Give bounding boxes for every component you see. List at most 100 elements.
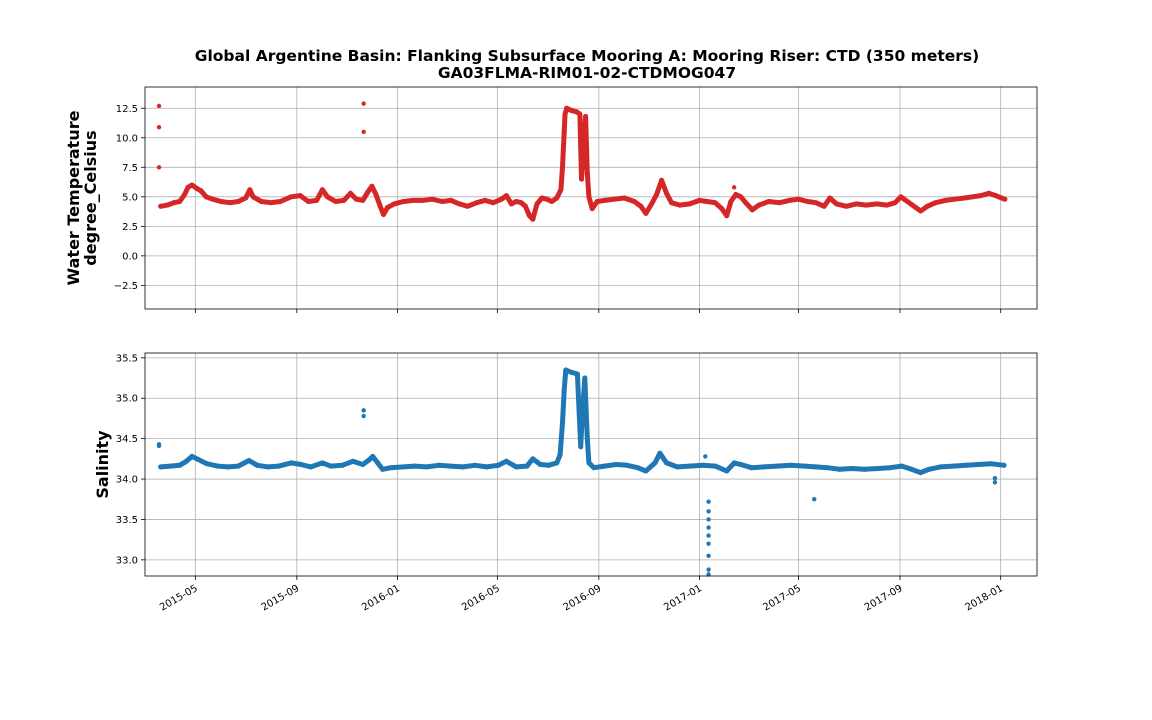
- salinity-data-point: [436, 462, 442, 468]
- salinity-data-point: [563, 367, 569, 373]
- temperature-data-point: [589, 206, 595, 212]
- temperature-data-point: [474, 200, 480, 206]
- temperature-data-point: [305, 199, 311, 205]
- temperature-ytick-label: 7.5: [122, 163, 138, 174]
- temperature-data-point: [743, 200, 749, 206]
- temperature-data-point: [993, 193, 999, 199]
- temperature-data-point: [268, 200, 274, 206]
- temperature-data-point: [951, 196, 957, 202]
- salinity-outlier-point: [706, 509, 711, 514]
- temperature-outlier-point: [361, 101, 366, 106]
- temperature-data-point: [924, 203, 930, 209]
- salinity-data-point: [963, 462, 969, 468]
- temperature-data-point: [324, 194, 330, 200]
- temperature-data-point: [766, 199, 772, 205]
- salinity-data-point: [862, 466, 868, 472]
- temperature-data-point: [360, 197, 366, 203]
- salinity-data-point: [899, 463, 905, 469]
- temperature-data-point: [911, 203, 917, 209]
- temperature-outlier-point: [731, 185, 737, 190]
- salinity-data-point: [584, 436, 590, 442]
- salinity-data-point: [1001, 462, 1007, 468]
- temperature-data-point: [158, 203, 164, 209]
- salinity-outlier-point: [156, 443, 162, 449]
- temperature-data-point: [612, 196, 618, 202]
- xtick-label: 2016-09: [562, 583, 604, 613]
- salinity-data-point: [975, 462, 981, 467]
- temperature-data-point: [577, 111, 583, 117]
- temperature-data-point: [796, 196, 802, 202]
- salinity-data-point: [613, 462, 619, 467]
- temperature-panel: −2.5 0.0 2.5 5.0 7.5 10.0 12.5 Water Temperatur…: [64, 86, 1038, 313]
- salinity-data-point: [624, 462, 630, 468]
- temperature-data-point: [198, 188, 204, 194]
- salinity-outlier-point: [706, 567, 711, 572]
- xtick-label: 2015-05: [158, 583, 200, 613]
- xtick-label: 2018-01: [963, 583, 1005, 613]
- salinity-data-point: [674, 464, 680, 470]
- salinity-data-point: [801, 463, 807, 469]
- temperature-data-point: [508, 201, 514, 207]
- salinity-data-point: [875, 466, 881, 472]
- temperature-data-point: [580, 147, 586, 153]
- temperature-data-point: [569, 108, 575, 114]
- chart-title-line1: Global Argentine Basin: Flanking Subsurf…: [194, 47, 980, 65]
- temperature-data-point: [719, 206, 725, 212]
- temperature-axes-frame: [144, 86, 1038, 310]
- temperature-data-point: [813, 200, 819, 206]
- salinity-data-point: [530, 456, 536, 462]
- salinity-data-point: [951, 463, 957, 469]
- salinity-data-point: [537, 462, 543, 467]
- temperature-data-point: [420, 197, 426, 203]
- salinity-data-point: [472, 462, 478, 468]
- salinity-outlier-point: [706, 572, 711, 577]
- temperature-data-point: [171, 200, 177, 206]
- temperature-data-point: [227, 200, 233, 206]
- temperature-data-point: [243, 195, 249, 201]
- xtick-label: 2016-05: [460, 583, 502, 613]
- temperature-data-point: [843, 203, 849, 209]
- salinity-data-point: [513, 464, 519, 470]
- temperature-data-point: [341, 197, 347, 203]
- temperature-data-point: [668, 200, 674, 206]
- temperature-data-point: [562, 111, 568, 117]
- temperature-data-point: [733, 191, 739, 197]
- salinity-data-point: [788, 462, 794, 468]
- temperature-data-point: [482, 197, 488, 203]
- temperature-data-point: [1002, 196, 1008, 202]
- temperature-data-point: [391, 201, 397, 207]
- salinity-outlier-point: [706, 533, 711, 538]
- salinity-outlier-point: [361, 408, 366, 413]
- temperature-data-point: [513, 199, 519, 205]
- salinity-outlier-point: [706, 525, 711, 530]
- salinity-ylabel-line: Salinity: [93, 430, 112, 499]
- salinity-ytick-label: 33.5: [116, 515, 138, 526]
- salinity-data-point: [643, 468, 649, 474]
- temperature-data-point: [365, 189, 371, 195]
- salinity-ytick-label: 34.0: [116, 475, 138, 486]
- salinity-data-point: [837, 466, 843, 472]
- temperature-data-point: [638, 203, 644, 209]
- salinity-outlier-point: [706, 499, 711, 504]
- salinity-data-point: [235, 463, 241, 469]
- salinity-data-point: [360, 462, 366, 467]
- temperature-data-point: [373, 191, 379, 197]
- temperature-ylabel: Water Temperaturedegree_Celsius: [64, 110, 100, 285]
- salinity-data-point: [423, 464, 429, 470]
- temperature-data-point: [347, 190, 353, 196]
- salinity-data-point: [664, 460, 670, 466]
- chart-title-line2: GA03FLMA-RIM01-02-CTDMOG047: [437, 64, 737, 82]
- temperature-data-point: [539, 195, 545, 201]
- salinity-data-point: [586, 460, 592, 466]
- temperature-data-point: [786, 197, 792, 203]
- salinity-data-point: [246, 457, 252, 463]
- salinity-ytick-label: 35.0: [116, 394, 138, 405]
- temperature-data-point: [728, 199, 734, 205]
- salinity-data-point: [824, 465, 830, 471]
- temperature-data-point: [558, 187, 564, 193]
- salinity-data-point: [887, 465, 893, 471]
- temperature-outlier-point: [361, 129, 366, 135]
- salinity-data-point: [849, 466, 855, 472]
- temperature-data-point: [978, 193, 984, 199]
- temperature-data-point: [970, 194, 976, 200]
